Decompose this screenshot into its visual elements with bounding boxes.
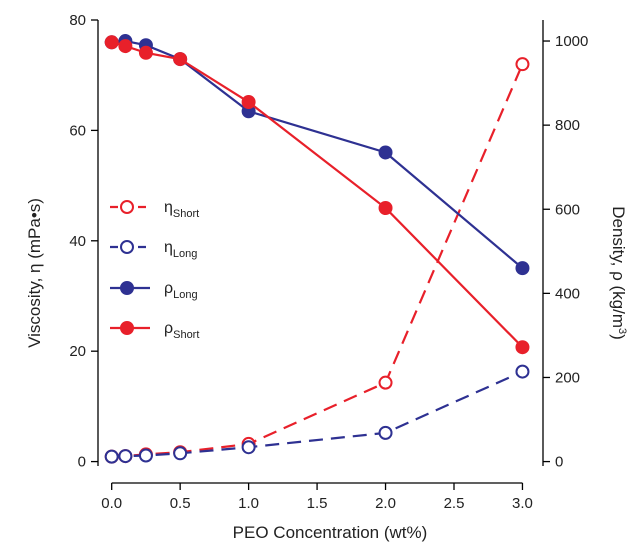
point-eta-long-6 — [515, 364, 530, 379]
series-line-eta-short — [111, 63, 524, 458]
y-left-tick-label-0: 0 — [78, 454, 86, 471]
legend-symbol-eta-long: η — [164, 239, 173, 256]
point-rho-long-6 — [515, 261, 530, 276]
y-right-axis-label-text: Density, ρ (kg/m — [609, 206, 628, 328]
y-left-tick-label-4: 80 — [69, 12, 86, 29]
x-tick-label-5: 2.5 — [444, 495, 465, 512]
legend-label-eta-long: ηLong — [164, 239, 197, 260]
point-eta-long-5 — [378, 425, 393, 440]
legend-marker-rho-short — [120, 321, 134, 335]
point-rho-short-3 — [173, 52, 188, 67]
legend-subscript-eta-long: Long — [173, 248, 197, 260]
series-line-eta-long — [111, 370, 523, 458]
legend-symbol-rho-long: ρ — [164, 280, 173, 297]
legend-marker-rho-long — [120, 281, 134, 295]
point-eta-short-5 — [378, 375, 393, 390]
point-rho-long-5 — [378, 145, 393, 160]
legend-label-rho-long: ρLong — [164, 280, 198, 301]
legend-marker-eta-long — [120, 240, 134, 254]
x-axis-label: PEO Concentration (wt%) — [233, 523, 428, 542]
legend-label-eta-short: ηShort — [164, 199, 199, 220]
legend-subscript-rho-short: Short — [173, 329, 199, 341]
point-rho-short-0 — [104, 35, 119, 50]
legend-symbol-eta-short: η — [164, 199, 173, 216]
point-eta-long-2 — [138, 448, 153, 463]
x-tick-label-0: 0.0 — [101, 495, 122, 512]
x-tick-label-3: 1.5 — [307, 495, 328, 512]
x-tick-label-2: 1.0 — [238, 495, 259, 512]
point-eta-short-6 — [515, 57, 530, 72]
y-right-tick-label-4: 800 — [555, 117, 580, 134]
y-left-tick-label-3: 60 — [69, 122, 86, 139]
axes: 0.0 0.5 1.0 1.5 2.0 2.5 3.00204060800200400600… — [69, 12, 588, 512]
legend-subscript-rho-long: Long — [173, 289, 197, 301]
x-tick-label-1: 0.5 — [170, 495, 191, 512]
y-right-axis-label-sup: 3 — [616, 328, 628, 334]
point-rho-short-4 — [241, 95, 256, 110]
point-rho-short-5 — [378, 200, 393, 215]
y-left-axis-label: Viscosity, η (mPa•s) — [25, 198, 44, 348]
y-right-axis-label: Density, ρ (kg/m3) — [609, 206, 628, 340]
y-right-tick-label-5: 1000 — [555, 33, 588, 50]
y-right-tick-label-1: 200 — [555, 369, 580, 386]
x-tick-label-4: 2.0 — [375, 495, 396, 512]
legend-symbol-rho-short: ρ — [164, 320, 173, 337]
x-tick-label-6: 3.0 — [512, 495, 533, 512]
point-eta-long-0 — [104, 449, 119, 464]
point-rho-short-6 — [515, 340, 530, 355]
y-right-tick-label-0: 0 — [555, 454, 563, 471]
y-right-tick-label-3: 600 — [555, 201, 580, 218]
point-eta-long-4 — [241, 440, 256, 455]
y-right-axis-label-close: ) — [609, 334, 628, 340]
legend-subscript-eta-short: Short — [173, 208, 199, 220]
y-right-tick-label-2: 400 — [555, 285, 580, 302]
series-line-rho-short — [111, 41, 524, 348]
y-left-tick-label-1: 20 — [69, 343, 86, 360]
legend-label-rho-short: ρShort — [164, 320, 199, 341]
point-rho-short-2 — [138, 45, 153, 60]
y-left-tick-label-2: 40 — [69, 233, 86, 250]
point-eta-long-1 — [118, 449, 133, 464]
legend-marker-eta-short — [120, 200, 134, 214]
point-eta-long-3 — [173, 446, 188, 461]
series-layer — [104, 34, 530, 464]
point-rho-short-1 — [118, 39, 133, 54]
